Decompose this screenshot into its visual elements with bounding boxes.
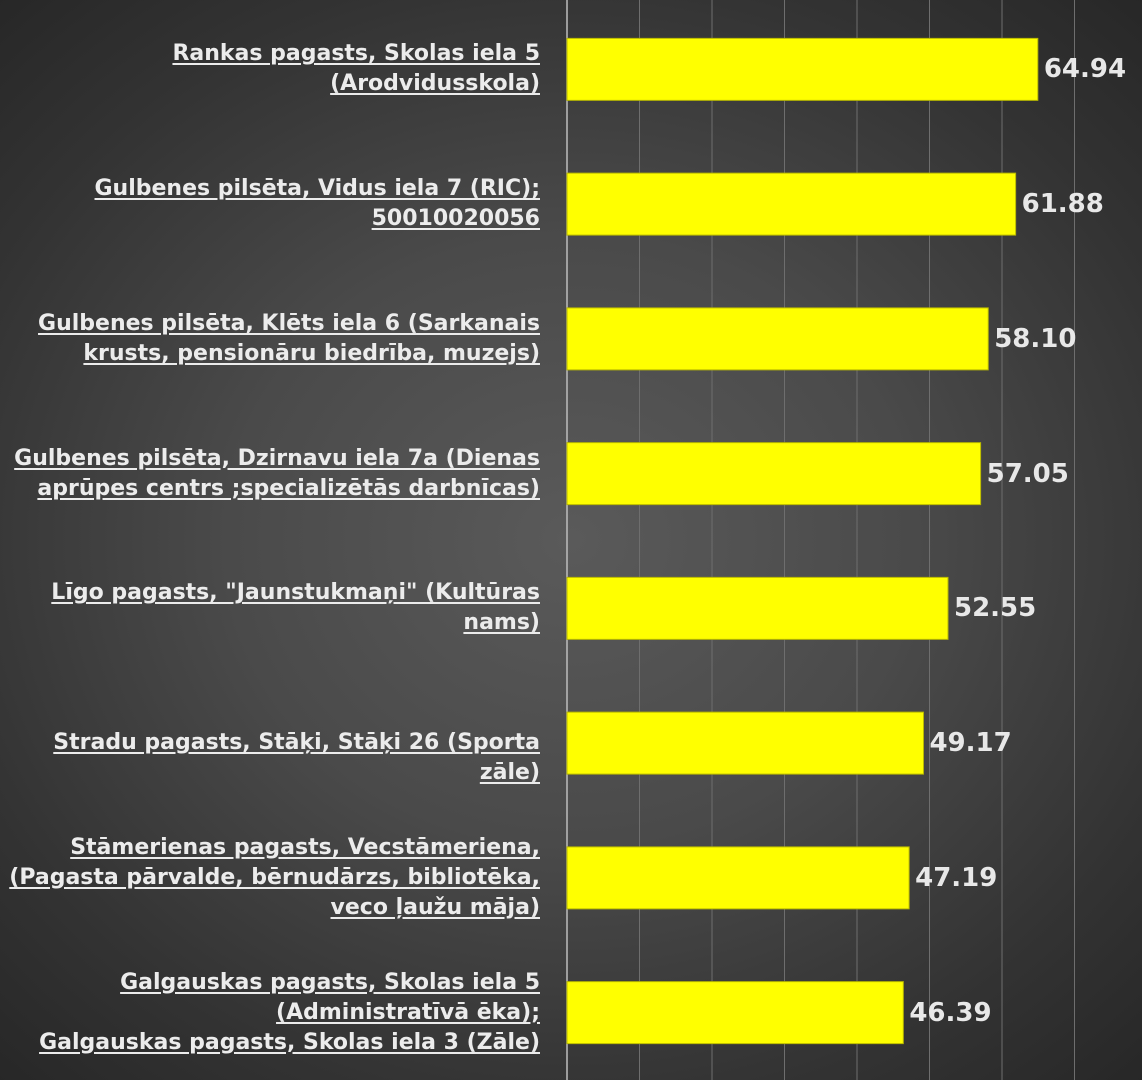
bar-value-label: 57.05: [986, 458, 1069, 489]
category-label: Rankas pagasts, Skolas iela 5 (Arodvidus…: [172, 41, 540, 97]
bar: [566, 846, 910, 910]
bar-value-label: 52.55: [953, 593, 1037, 624]
category-label: Stradu pagasts, Stāķi, Stāķi 26 (Sporta …: [53, 730, 540, 786]
bar-value-label: 61.88: [1021, 189, 1104, 220]
bar-value-label: 49.17: [929, 728, 1012, 759]
bar-value-label: 47.19: [915, 862, 998, 893]
bar: [566, 442, 982, 506]
category-label: Stāmerienas pagasts, Vecstāmeriena, (Pag…: [9, 834, 540, 920]
bar: [566, 981, 904, 1045]
bar: [566, 576, 949, 640]
bar-value-label: 58.10: [994, 323, 1077, 354]
bar: [566, 307, 989, 371]
bar: [566, 37, 1039, 101]
bar-value-label: 46.39: [909, 997, 992, 1028]
category-label: Gulbenes pilsēta, Dzirnavu iela 7a (Dien…: [14, 445, 540, 501]
bar: [566, 172, 1017, 236]
category-label: Līgo pagasts, "Jaunstukmaņi" (Kultūras n…: [51, 580, 540, 636]
category-label: Galgauskas pagasts, Skolas iela 5 (Admin…: [39, 969, 540, 1055]
bar-value-label: 64.94: [1043, 54, 1127, 85]
category-label: Gulbenes pilsēta, Klēts iela 6 (Sarkanai…: [38, 310, 540, 366]
bar: [566, 711, 924, 775]
category-label: Gulbenes pilsēta, Vidus iela 7 (RIC); 50…: [94, 176, 541, 232]
